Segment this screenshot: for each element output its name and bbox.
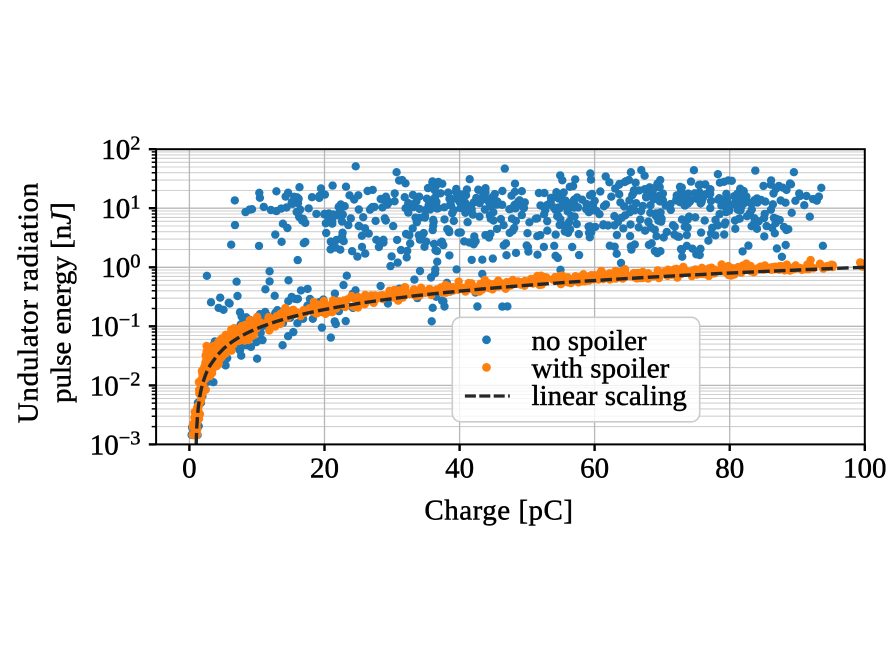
svg-text:40: 40 [445,452,474,484]
svg-text:no spoiler: no spoiler [532,325,648,357]
svg-text:20: 20 [310,452,339,484]
svg-text:80: 80 [715,452,744,484]
svg-text:60: 60 [580,452,609,484]
svg-text:0: 0 [182,452,197,484]
svg-text:with spoiler: with spoiler [532,352,670,384]
svg-text:Charge [pC]: Charge [pC] [424,494,573,526]
svg-text:Undulator radiation: Undulator radiation [13,182,45,423]
svg-text:linear scaling: linear scaling [532,380,687,412]
svg-text:pulse energy [nJ]: pulse energy [nJ] [46,202,78,403]
svg-text:100: 100 [843,452,887,484]
